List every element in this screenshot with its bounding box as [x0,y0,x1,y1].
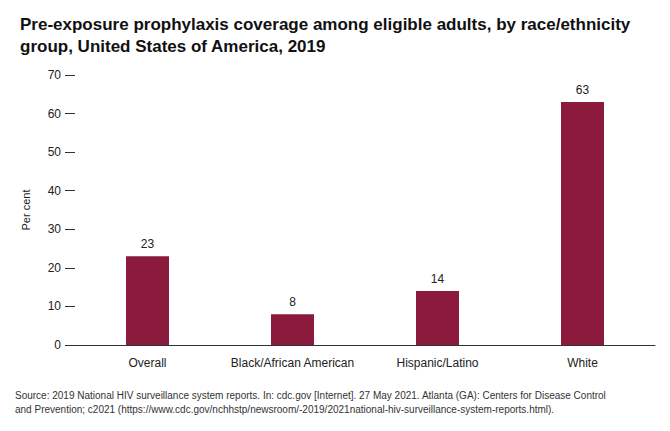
svg-text:60: 60 [48,107,62,121]
svg-text:14: 14 [431,272,445,286]
svg-text:40: 40 [48,184,62,198]
svg-text:group, United States of Americ: group, United States of America, 2019 [20,37,325,56]
svg-text:Source: 2019 National HIV surv: Source: 2019 National HIV surveillance s… [15,390,606,401]
svg-text:Pre-exposure prophylaxis cover: Pre-exposure prophylaxis coverage among … [20,15,631,34]
svg-text:and Prevention; c2021 (https:/: and Prevention; c2021 (https://www.cdc.g… [15,404,554,415]
svg-text:8: 8 [289,295,296,309]
svg-text:50: 50 [48,145,62,159]
svg-text:20: 20 [48,261,62,275]
svg-text:0: 0 [54,338,61,352]
svg-text:10: 10 [48,299,62,313]
svg-text:Per cent: Per cent [20,190,32,231]
svg-text:70: 70 [48,68,62,82]
svg-text:23: 23 [141,237,155,251]
svg-text:White: White [567,356,598,370]
svg-text:63: 63 [576,83,590,97]
svg-text:Hispanic/Latino: Hispanic/Latino [396,356,478,370]
svg-text:Black/African American: Black/African American [231,356,354,370]
svg-text:30: 30 [48,222,62,236]
svg-text:Overall: Overall [128,356,166,370]
